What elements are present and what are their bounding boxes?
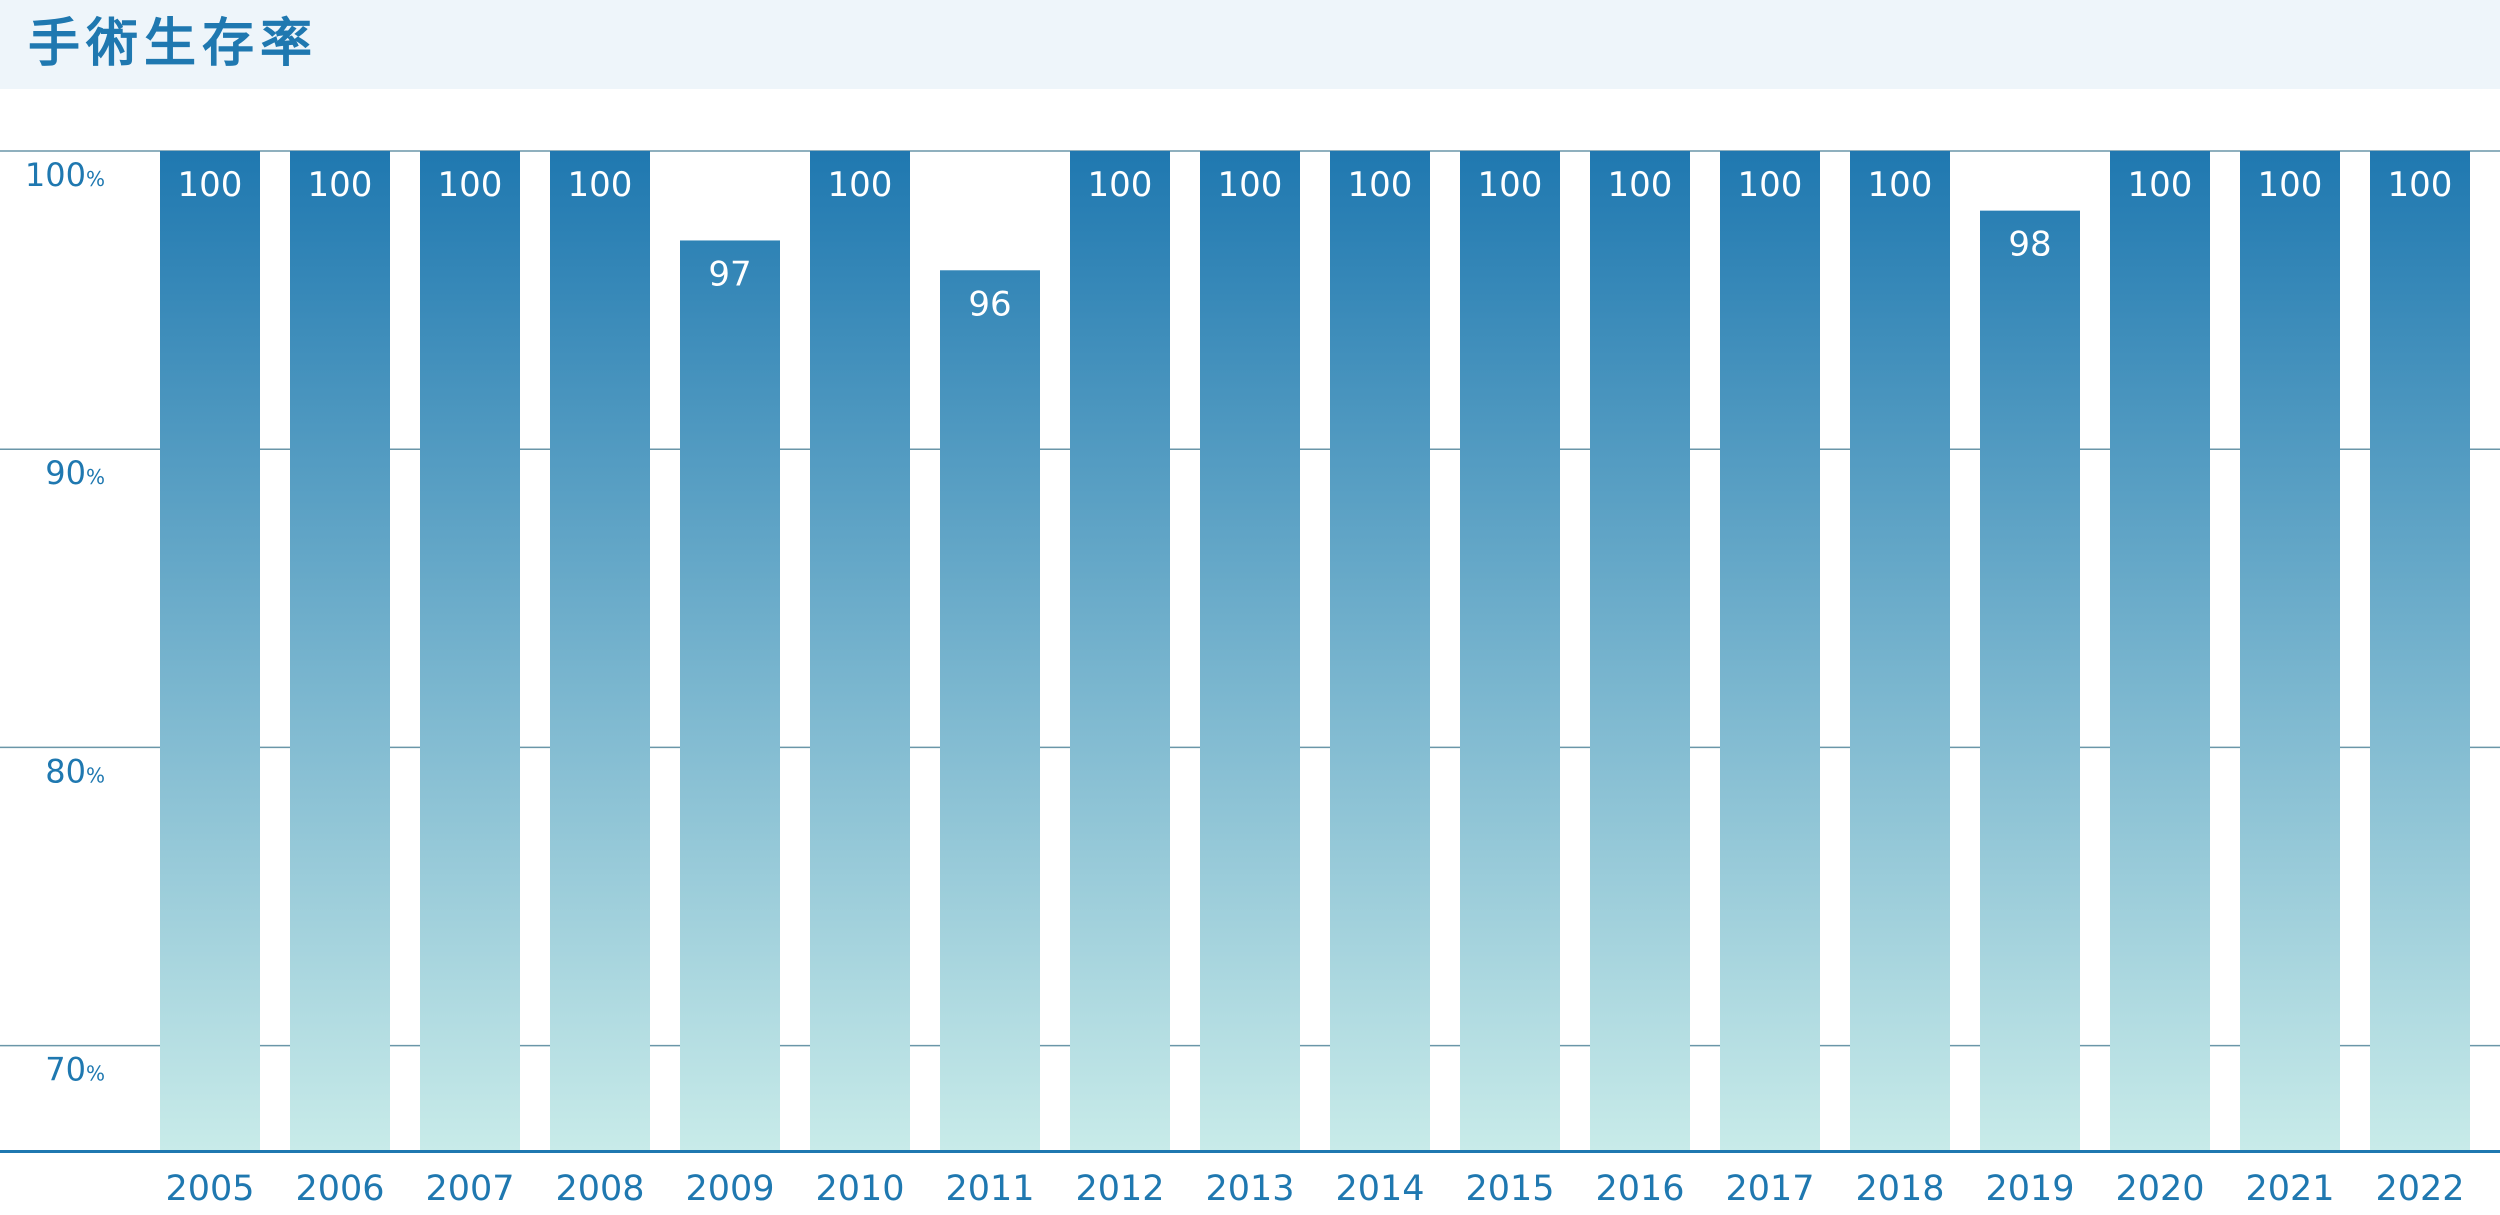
x-tick-label-2008: 2008 — [555, 1169, 644, 1209]
y-axis-ticks: 70% 80% 90% 100% — [25, 156, 105, 1089]
bar-2009 — [680, 240, 780, 1150]
bar-2010 — [810, 151, 910, 1150]
bar-2012 — [1070, 151, 1170, 1150]
bar-2013 — [1200, 151, 1300, 1150]
bar-2015 — [1460, 151, 1560, 1150]
bar-2016 — [1590, 151, 1690, 1150]
x-tick-label-2010: 2010 — [815, 1169, 904, 1209]
value-label-2022: 100 — [2388, 165, 2453, 205]
value-label-2018: 100 — [1868, 165, 1933, 205]
bar-2021 — [2240, 151, 2340, 1150]
y-tick-label-100: 100% — [25, 156, 105, 194]
bars — [160, 151, 2470, 1150]
bar-2019 — [1980, 210, 2080, 1150]
x-tick-label-2017: 2017 — [1725, 1169, 1814, 1209]
bar-2007 — [420, 151, 520, 1150]
bar-2020 — [2110, 151, 2210, 1150]
bar-2017 — [1720, 151, 1820, 1150]
value-label-2013: 100 — [1218, 165, 1283, 205]
value-label-2021: 100 — [2258, 165, 2323, 205]
x-tick-label-2018: 2018 — [1855, 1169, 1944, 1209]
y-tick-label-90: 90% — [45, 454, 105, 492]
x-tick-label-2022: 2022 — [2375, 1169, 2464, 1209]
y-tick-label-80: 80% — [45, 752, 105, 790]
value-label-2010: 100 — [828, 165, 893, 205]
chart-title: 手術生存率 — [28, 14, 319, 74]
bar-2008 — [550, 151, 650, 1150]
bar-2005 — [160, 151, 260, 1150]
x-tick-label-2007: 2007 — [425, 1169, 514, 1209]
x-tick-label-2005: 2005 — [165, 1169, 254, 1209]
value-label-2012: 100 — [1088, 165, 1153, 205]
bar-2014 — [1330, 151, 1430, 1150]
value-label-2020: 100 — [2128, 165, 2193, 205]
value-label-2006: 100 — [308, 165, 373, 205]
value-label-2009: 97 — [708, 254, 751, 294]
x-tick-label-2019: 2019 — [1985, 1169, 2074, 1209]
bar-2018 — [1850, 151, 1950, 1150]
x-tick-label-2020: 2020 — [2115, 1169, 2204, 1209]
x-tick-label-2021: 2021 — [2245, 1169, 2334, 1209]
value-label-2011: 96 — [968, 284, 1011, 324]
value-label-2017: 100 — [1738, 165, 1803, 205]
bar-2006 — [290, 151, 390, 1150]
bar-2011 — [940, 270, 1040, 1150]
x-tick-label-2015: 2015 — [1465, 1169, 1554, 1209]
y-tick-label-70: 70% — [45, 1051, 105, 1089]
x-tick-label-2014: 2014 — [1335, 1169, 1424, 1209]
value-label-2019: 98 — [2008, 225, 2051, 265]
x-tick-label-2012: 2012 — [1075, 1169, 1164, 1209]
value-label-2014: 100 — [1348, 165, 1413, 205]
value-label-2007: 100 — [438, 165, 503, 205]
value-labels: 100 100 100 100 97 100 96 100 100 100 100 100 100 100… — [178, 165, 2453, 324]
x-tick-label-2016: 2016 — [1595, 1169, 1684, 1209]
x-tick-label-2009: 2009 — [685, 1169, 774, 1209]
value-label-2005: 100 — [178, 165, 243, 205]
value-label-2008: 100 — [568, 165, 633, 205]
x-axis-ticks: 2005 2006 2007 2008 2009 2010 2011 2012 2013 2014… — [165, 1169, 2464, 1209]
value-label-2016: 100 — [1608, 165, 1673, 205]
x-tick-label-2013: 2013 — [1205, 1169, 1294, 1209]
header-bar: 手術生存率 — [0, 0, 2500, 89]
value-label-2015: 100 — [1478, 165, 1543, 205]
bar-2022 — [2370, 151, 2470, 1150]
x-tick-label-2006: 2006 — [295, 1169, 384, 1209]
x-tick-label-2011: 2011 — [945, 1169, 1034, 1209]
